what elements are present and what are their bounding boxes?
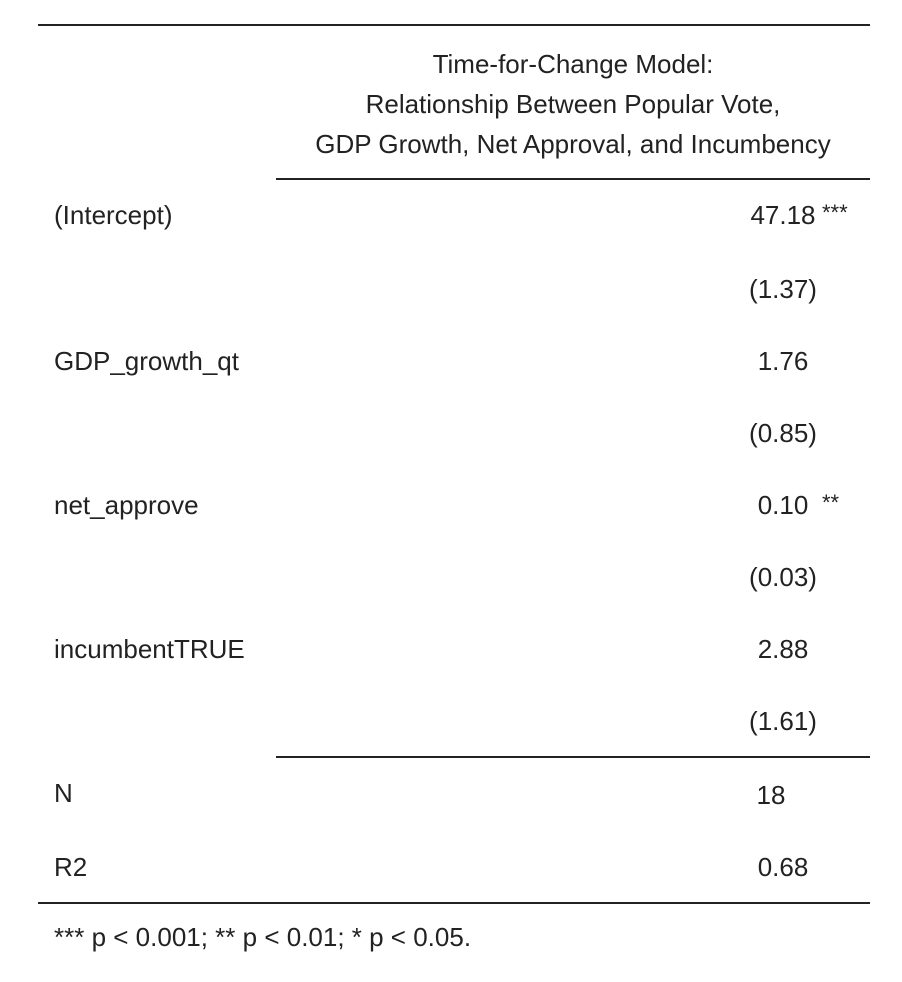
estimate-value: 1.76: [757, 346, 809, 376]
model-title-line-1: Time-for-Change Model:: [432, 49, 714, 79]
se-value: (0.85): [749, 418, 817, 448]
stat-value: 0.68: [757, 852, 809, 882]
significance-footnote: *** p < 0.001; ** p < 0.01; * p < 0.05.: [54, 922, 472, 952]
coef-label-intercept: (Intercept): [54, 200, 173, 230]
coef-se-incumbent: (1.61): [740, 706, 870, 737]
top-rule: [38, 24, 870, 26]
estimate-value: 47.18: [750, 200, 816, 230]
estimate-value: 0.10: [757, 490, 809, 520]
significance-stars: **: [822, 490, 840, 515]
stat-value-n: 18: [728, 780, 858, 811]
stat-label-r2: R2: [54, 852, 88, 882]
coef-se-intercept: (1.37): [740, 274, 870, 305]
significance-stars: ***: [822, 200, 848, 225]
coef-label-net-approve: net_approve: [54, 490, 199, 520]
stat-value: 18: [756, 780, 786, 810]
bottom-rule: [38, 902, 870, 904]
coef-label-gdp-growth: GDP_growth_qt: [54, 346, 239, 376]
se-value: (0.03): [749, 562, 817, 592]
stats-rule: [276, 756, 870, 758]
stat-value-r2: 0.68: [740, 852, 870, 883]
coef-se-net-approve: (0.03): [740, 562, 870, 593]
coef-estimate-net-approve: 0.10 **: [740, 490, 870, 521]
model-title: Time-for-Change Model: Relationship Betw…: [276, 44, 870, 164]
header-rule: [276, 178, 870, 180]
model-title-line-3: GDP Growth, Net Approval, and Incumbency: [315, 129, 831, 159]
coef-se-gdp-growth: (0.85): [740, 418, 870, 449]
se-value: (1.37): [749, 274, 817, 304]
coef-label-incumbent: incumbentTRUE: [54, 634, 245, 664]
coef-estimate-incumbent: 2.88: [740, 634, 870, 665]
estimate-value: 2.88: [757, 634, 809, 664]
model-title-line-2: Relationship Between Popular Vote,: [365, 89, 781, 119]
se-value: (1.61): [749, 706, 817, 736]
stat-label-n: N: [54, 778, 73, 808]
coef-estimate-intercept: 47.18 ***: [740, 200, 870, 231]
coef-estimate-gdp-growth: 1.76: [740, 346, 870, 377]
